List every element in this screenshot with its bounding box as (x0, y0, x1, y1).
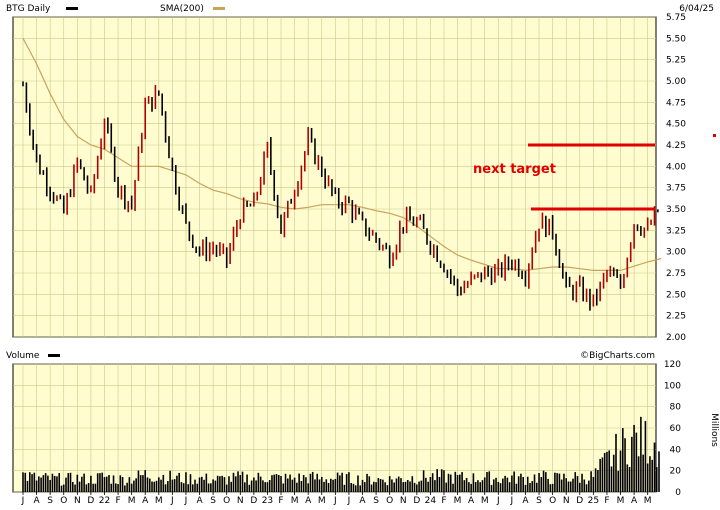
x-tick-label: J (21, 496, 25, 506)
volume-label: Volume (6, 351, 40, 361)
x-tick-label: M (128, 496, 136, 506)
x-tick-label: A (359, 496, 366, 506)
x-tick-label: M (617, 496, 625, 506)
sma-label: SMA(200) (160, 4, 204, 14)
x-tick-label: J (170, 496, 174, 506)
volume-series (22, 416, 660, 492)
x-tick-label: F (115, 496, 120, 506)
x-tick-label: S (210, 496, 216, 506)
target-label: next target (473, 162, 556, 177)
annotations: next target (473, 143, 655, 211)
x-tick-label: O (386, 496, 393, 506)
price-panel (12, 16, 657, 338)
price-tick-label: 2.75 (666, 269, 686, 279)
x-tick-label: D (250, 496, 257, 506)
x-tick-label: F (278, 496, 283, 506)
symbol-label: BTG Daily (6, 4, 51, 14)
symbol-legend-swatch (66, 7, 78, 10)
x-tick-label: A (522, 496, 529, 506)
x-tick-label: M (155, 496, 163, 506)
x-tick-label: M (291, 496, 299, 506)
x-tick-label: D (576, 496, 583, 506)
x-tick-label: A (305, 496, 312, 506)
x-tick-label: M (644, 496, 652, 506)
volume-tick-label: 40 (670, 445, 682, 455)
x-tick-label: N (237, 496, 244, 506)
x-tick-label: M (454, 496, 462, 506)
price-tick-label: 3.00 (666, 248, 686, 258)
x-tick-label: 22 (99, 496, 110, 506)
x-axis: J A S O N D 22 F M A M J J A S O N D 23 F M A M J J A S O N D 24 F M A M J J… (21, 492, 652, 506)
x-tick-label: F (604, 496, 609, 506)
price-tick-label: 2.00 (666, 333, 686, 343)
volume-y-axis: 0 20 40 60 80 100 120 (664, 360, 681, 498)
edge-marker (713, 134, 716, 137)
price-tick-label: 4.25 (666, 141, 686, 151)
price-tick-label: 3.75 (666, 184, 686, 194)
x-tick-label: O (223, 496, 230, 506)
x-tick-label: 23 (262, 496, 273, 506)
x-tick-label: 25 (588, 496, 599, 506)
sma-legend-swatch (213, 7, 225, 10)
x-tick-label: A (33, 496, 40, 506)
chart-date: 6/04/25 (679, 4, 714, 14)
x-tick-label: J (510, 496, 514, 506)
x-tick-label: J (496, 496, 500, 506)
x-tick-label: S (536, 496, 542, 506)
x-tick-label: D (87, 496, 94, 506)
price-tick-label: 4.50 (666, 120, 686, 130)
x-tick-label: F (441, 496, 446, 506)
price-grid (13, 16, 656, 338)
x-tick-label: A (142, 496, 149, 506)
x-tick-label: O (549, 496, 556, 506)
price-tick-label: 2.50 (666, 290, 686, 300)
price-tick-label: 5.25 (666, 56, 686, 66)
x-tick-label: N (563, 496, 570, 506)
price-tick-label: 2.25 (666, 312, 686, 322)
x-tick-label: 24 (425, 496, 437, 506)
volume-tick-label: 0 (675, 488, 681, 498)
x-tick-label: M (481, 496, 489, 506)
x-tick-label: N (400, 496, 407, 506)
x-tick-label: N (74, 496, 81, 506)
price-y-axis: 2.00 2.25 2.50 2.75 3.00 3.25 3.50 3.75 4.00 4.25… (666, 13, 686, 343)
volume-legend-swatch (48, 354, 60, 357)
x-tick-label: A (196, 496, 203, 506)
x-tick-label: M (318, 496, 326, 506)
price-tick-label: 4.00 (666, 162, 686, 172)
x-tick-label: S (373, 496, 379, 506)
volume-unit-label: Millions (709, 413, 719, 447)
price-tick-label: 5.00 (666, 77, 686, 87)
volume-tick-label: 120 (664, 360, 681, 370)
price-tick-label: 5.50 (666, 34, 686, 44)
volume-header: Volume ©BigCharts.com (6, 351, 655, 361)
watermark: ©BigCharts.com (580, 351, 655, 361)
price-tick-label: 3.25 (666, 226, 686, 236)
x-tick-label: J (347, 496, 351, 506)
x-tick-label: D (413, 496, 420, 506)
price-tick-label: 5.75 (666, 13, 686, 23)
volume-tick-label: 20 (670, 467, 682, 477)
volume-tick-label: 80 (670, 403, 682, 413)
volume-tick-label: 100 (664, 381, 681, 391)
x-tick-label: J (333, 496, 337, 506)
volume-tick-label: 60 (670, 424, 682, 434)
x-tick-label: S (47, 496, 53, 506)
x-tick-label: A (468, 496, 475, 506)
price-tick-label: 3.50 (666, 205, 686, 215)
x-tick-label: J (184, 496, 188, 506)
price-tick-label: 4.75 (666, 98, 686, 108)
x-tick-label: O (60, 496, 67, 506)
chart-header: BTG Daily SMA(200) 6/04/25 (6, 4, 714, 14)
price-series (22, 81, 659, 311)
x-tick-label: A (631, 496, 638, 506)
